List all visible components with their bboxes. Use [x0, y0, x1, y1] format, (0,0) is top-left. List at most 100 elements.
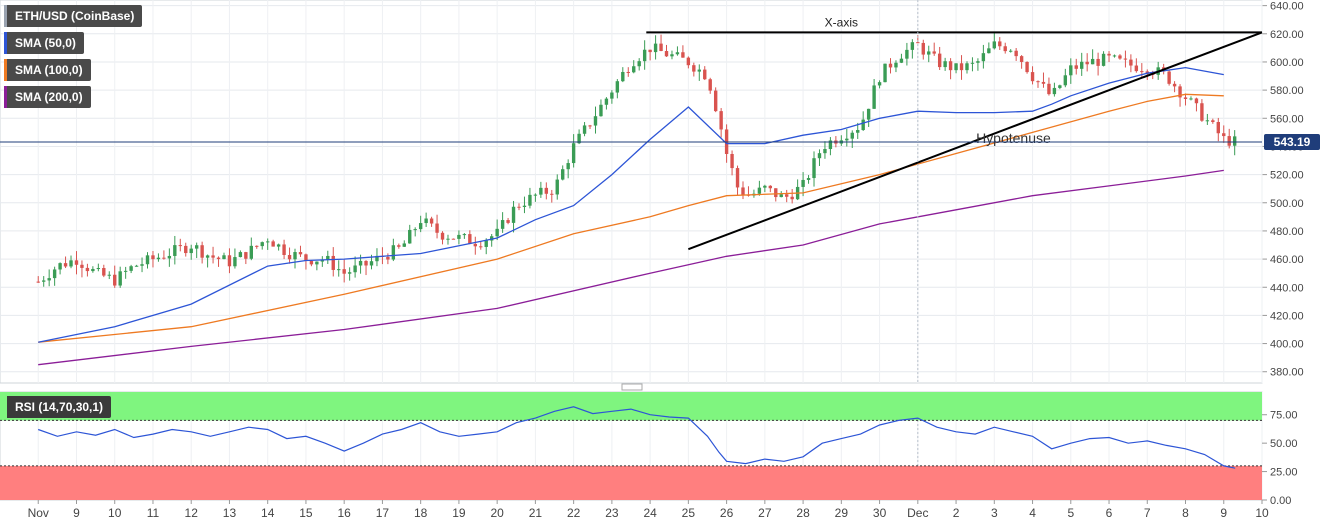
candle-down	[1216, 122, 1220, 134]
sma100-line	[38, 93, 1224, 343]
legend-sma200-label: SMA (200,0)	[15, 90, 83, 104]
candle-up	[194, 245, 199, 249]
legend-rsi[interactable]: RSI (14,70,30,1)	[4, 396, 112, 418]
candle-up	[489, 236, 494, 241]
candle-up	[1090, 58, 1095, 65]
candle-up	[293, 252, 297, 260]
legend-sma50[interactable]: SMA (50,0)	[4, 32, 84, 54]
candle-down	[473, 243, 477, 247]
candle-up	[462, 234, 467, 236]
candle-down	[1211, 120, 1215, 123]
date-tick-label: 11	[147, 506, 160, 520]
legend-sma100[interactable]: SMA (100,0)	[4, 59, 91, 81]
candle-down	[1183, 97, 1188, 99]
candle-down	[916, 42, 920, 44]
candle-up	[276, 244, 281, 247]
candle-down	[1085, 61, 1089, 65]
candle-down	[713, 90, 718, 112]
candle-down	[1194, 98, 1199, 104]
candle-down	[451, 238, 456, 240]
candle-up	[872, 85, 876, 109]
date-tick-label: 20	[490, 506, 504, 520]
candle-down	[1047, 83, 1051, 95]
candle-down	[331, 255, 335, 270]
date-tick-label: 12	[185, 506, 199, 520]
candle-up	[107, 274, 111, 276]
candle-down	[544, 187, 549, 194]
legend-sma200[interactable]: SMA (200,0)	[4, 86, 91, 108]
candle-up	[266, 241, 270, 243]
candle-up	[697, 69, 701, 72]
date-tick-label: 24	[643, 506, 657, 520]
candle-down	[948, 61, 953, 71]
candle-down	[282, 244, 286, 255]
rsi-tick-label: 25.00	[1270, 467, 1298, 479]
candle-up	[653, 43, 658, 53]
candle-up	[943, 61, 947, 68]
price-tick-label: 500.00	[1270, 198, 1304, 210]
candle-up	[418, 223, 423, 230]
candle-down	[162, 257, 166, 259]
price-tick-label: 520.00	[1270, 170, 1304, 182]
candle-up	[1189, 98, 1193, 100]
candle-up	[976, 61, 980, 63]
candle-up	[845, 138, 849, 141]
candle-down	[1129, 59, 1133, 66]
rsi-line	[37, 406, 1236, 469]
candle-down	[304, 254, 308, 261]
candle-down	[588, 125, 592, 127]
date-tick-label: 5	[1067, 506, 1074, 520]
candle-up	[861, 119, 865, 131]
candle-down	[113, 274, 117, 286]
date-tick-label: 22	[567, 506, 581, 520]
legend-pair-label: ETH/USD (CoinBase)	[15, 9, 135, 23]
candle-up	[167, 255, 172, 259]
candle-down	[364, 260, 368, 266]
candle-up	[134, 265, 139, 267]
candle-down	[932, 51, 936, 54]
candle-down	[1200, 103, 1204, 121]
candle-up	[555, 179, 559, 195]
candle-up	[954, 63, 958, 71]
candle-down	[63, 263, 68, 267]
candle-down	[1222, 133, 1226, 137]
hypotenuse-label: Hypotenuse	[976, 130, 1051, 146]
candle-down	[1107, 53, 1111, 56]
candle-up	[369, 261, 374, 266]
sma200-line	[38, 169, 1224, 366]
candle-down	[790, 196, 794, 200]
candle-up	[249, 245, 254, 259]
candle-up	[145, 255, 150, 265]
candle-down	[719, 111, 723, 130]
candle-up	[91, 268, 95, 272]
legend-swatch-rsi	[4, 396, 7, 418]
candle-down	[648, 49, 652, 53]
date-tick-label: 28	[796, 506, 810, 520]
candle-up	[877, 82, 882, 86]
candle-up	[528, 194, 532, 206]
price-tick-label: 600.00	[1270, 57, 1304, 69]
candle-down	[1178, 86, 1182, 98]
overbought-zone	[0, 392, 1262, 421]
candle-up	[812, 158, 816, 179]
candle-up	[222, 255, 226, 260]
candle-down	[708, 79, 712, 91]
candle-down	[74, 260, 79, 265]
date-tick-label: 14	[261, 506, 275, 520]
candle-down	[517, 206, 521, 208]
candle-up	[337, 269, 341, 271]
candle-up	[1112, 55, 1117, 57]
legend-sma50-label: SMA (50,0)	[15, 36, 76, 50]
date-tick-label: 8	[1182, 506, 1189, 520]
legend-pair[interactable]: ETH/USD (CoinBase)	[4, 5, 143, 27]
candle-down	[227, 255, 232, 267]
candle-up	[1069, 65, 1073, 76]
candle-down	[178, 245, 182, 247]
candle-up	[457, 234, 461, 239]
candle-up	[413, 229, 417, 231]
date-tick-label: 7	[1144, 506, 1151, 520]
candle-up	[894, 62, 898, 68]
candle-up	[670, 54, 674, 57]
candle-down	[550, 193, 554, 195]
